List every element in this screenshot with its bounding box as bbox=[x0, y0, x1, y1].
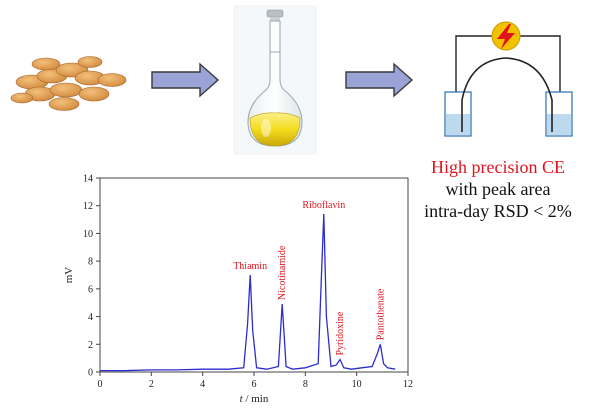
x-tick-label: 0 bbox=[98, 379, 103, 390]
y-tick-label: 2 bbox=[88, 340, 93, 351]
x-tick-label: 4 bbox=[200, 379, 205, 390]
arrow-right-icon bbox=[345, 62, 414, 98]
caption-line-3: intra-day RSD < 2% bbox=[424, 201, 572, 221]
y-tick-label: 14 bbox=[83, 174, 93, 185]
peak-label: Pantothenate bbox=[375, 288, 386, 340]
y-tick-label: 8 bbox=[88, 257, 93, 268]
x-axis-label: t / min bbox=[240, 393, 269, 405]
peak-label: Riboflavin bbox=[302, 200, 345, 211]
caption-line-2: with peak area bbox=[445, 179, 551, 199]
result-caption: High precision CE with peak area intra-d… bbox=[408, 156, 588, 222]
y-tick-label: 0 bbox=[88, 368, 93, 379]
y-tick-label: 10 bbox=[83, 229, 93, 240]
x-tick-label: 12 bbox=[403, 379, 413, 390]
peak-label: Nicotinamide bbox=[277, 245, 288, 300]
y-tick-label: 4 bbox=[88, 312, 93, 323]
volumetric-flask-icon bbox=[233, 5, 317, 155]
x-tick-label: 6 bbox=[252, 379, 257, 390]
y-tick-label: 12 bbox=[83, 201, 93, 212]
electropherogram-trace bbox=[100, 213, 396, 372]
tablets-icon bbox=[10, 56, 127, 111]
peak-label: Pyridoxine bbox=[335, 311, 346, 355]
peak-label: Thiamin bbox=[233, 261, 267, 272]
ce-setup-icon bbox=[444, 21, 573, 137]
y-tick-label: 6 bbox=[88, 284, 93, 295]
arrow-right-icon bbox=[151, 62, 220, 98]
y-axis-label: mV bbox=[63, 267, 75, 284]
x-tick-label: 10 bbox=[352, 379, 362, 390]
caption-highlight: High precision CE bbox=[431, 157, 565, 177]
electropherogram-chart: 0 2 4 6 8 10 12 0 2 4 6 8 10 12 14 t / min mV Thiamin Nico… bbox=[63, 174, 413, 406]
x-tick-label: 2 bbox=[149, 379, 154, 390]
lightning-icon bbox=[491, 21, 521, 51]
x-tick-label: 8 bbox=[303, 379, 308, 390]
